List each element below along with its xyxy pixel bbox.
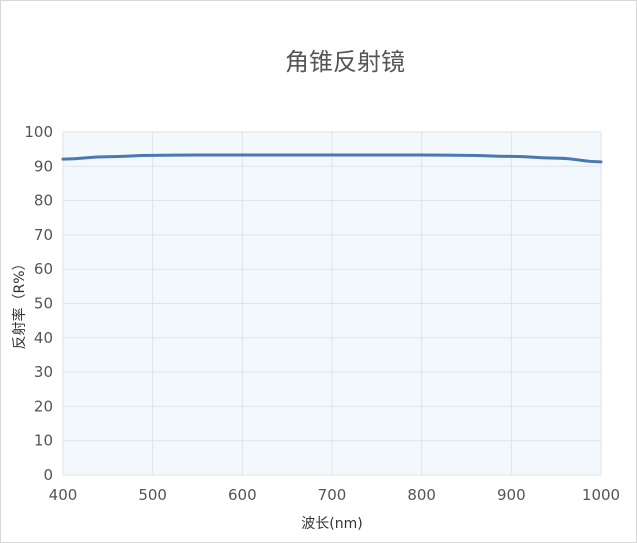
y-tick-label: 100 bbox=[24, 123, 53, 141]
y-tick-label: 40 bbox=[34, 329, 53, 347]
y-axis-label: 反射率（R%） bbox=[11, 256, 28, 349]
x-tick-label: 400 bbox=[49, 486, 78, 504]
y-tick-label: 0 bbox=[43, 466, 53, 484]
x-tick-label: 900 bbox=[497, 486, 526, 504]
series-line bbox=[61, 153, 603, 164]
y-tick-label: 60 bbox=[34, 260, 53, 278]
x-tick-label: 800 bbox=[407, 486, 436, 504]
y-tick-label: 90 bbox=[34, 157, 53, 175]
y-tick-label: 10 bbox=[34, 432, 53, 450]
x-tick-label: 700 bbox=[318, 486, 347, 504]
x-axis-label: 波长(nm) bbox=[301, 516, 362, 532]
y-tick-label: 20 bbox=[34, 397, 53, 415]
x-tick-label: 500 bbox=[138, 486, 167, 504]
y-tick-label: 30 bbox=[34, 363, 53, 381]
x-tick-label: 1000 bbox=[582, 486, 620, 504]
y-tick-label: 50 bbox=[34, 295, 53, 313]
x-tick-label: 600 bbox=[228, 486, 257, 504]
chart-title: 角锥反射镜 bbox=[285, 48, 405, 76]
y-tick-label: 80 bbox=[34, 192, 53, 210]
y-tick-label: 70 bbox=[34, 226, 53, 244]
